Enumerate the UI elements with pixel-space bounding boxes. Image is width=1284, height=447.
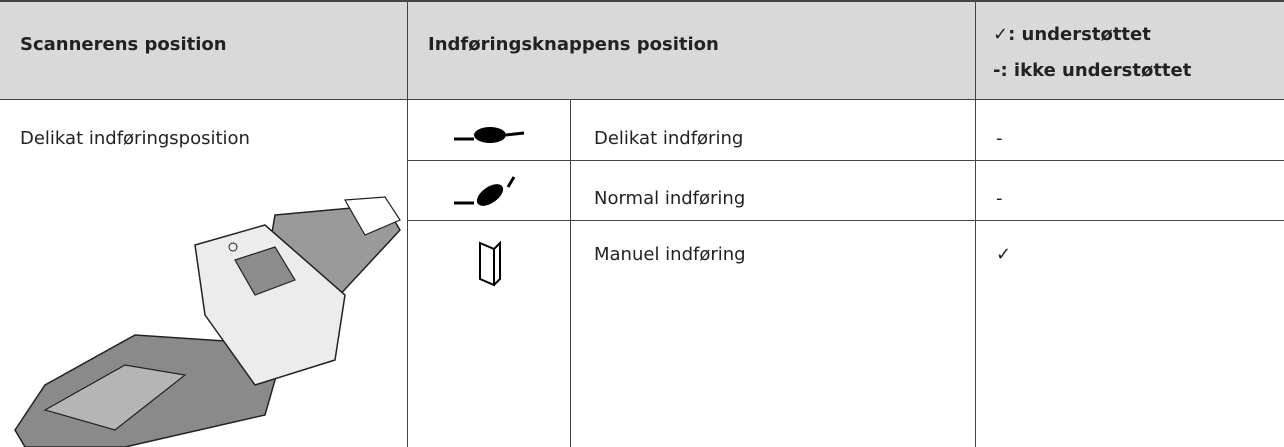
support-cell: - (996, 128, 1003, 149)
border (570, 100, 571, 447)
header-cell: Scannerens position (20, 34, 227, 55)
border (407, 0, 408, 447)
border (408, 160, 1284, 161)
mode-label: Delikat indføring (594, 128, 744, 149)
support-cell: ✓ (996, 244, 1012, 265)
support-cell: - (996, 188, 1003, 209)
header-cell: Indføringsknappens position (428, 34, 719, 55)
header-cell: ✓: understøttet (993, 24, 1151, 45)
border (408, 220, 1284, 221)
header-row (0, 0, 1284, 100)
scanner-image (14, 196, 401, 447)
mode-label: Manuel indføring (594, 244, 746, 265)
header-cell: -: ikke understøttet (993, 60, 1192, 81)
mode-icons (454, 127, 525, 287)
mode-label: Normal indføring (594, 188, 746, 209)
border (0, 0, 1284, 2)
position-cell: Delikat indføringsposition (20, 128, 250, 149)
border (0, 99, 1284, 100)
border (975, 0, 976, 447)
